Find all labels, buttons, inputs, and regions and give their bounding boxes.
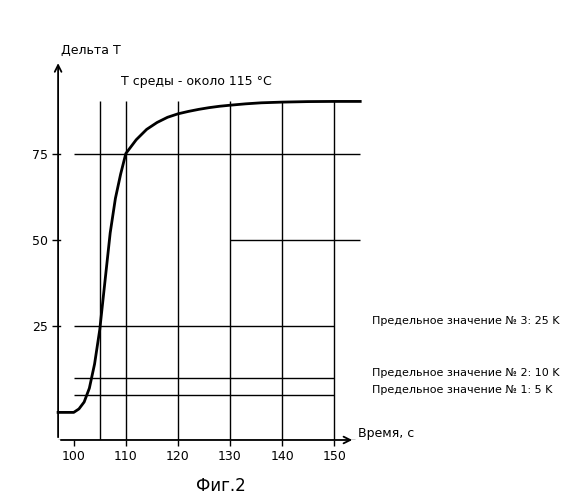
Text: Фиг.2: Фиг.2	[196, 477, 246, 495]
Text: Предельное значение № 1: 5 K: Предельное значение № 1: 5 K	[372, 385, 552, 395]
Text: Предельное значение № 2: 10 K: Предельное значение № 2: 10 K	[372, 368, 560, 378]
Text: Время, с: Время, с	[358, 427, 414, 440]
Text: Т среды - около 115 °С: Т среды - около 115 °С	[121, 74, 271, 88]
Text: Дельта Т: Дельта Т	[60, 44, 120, 57]
Text: Предельное значение № 3: 25 K: Предельное значение № 3: 25 K	[372, 316, 560, 326]
